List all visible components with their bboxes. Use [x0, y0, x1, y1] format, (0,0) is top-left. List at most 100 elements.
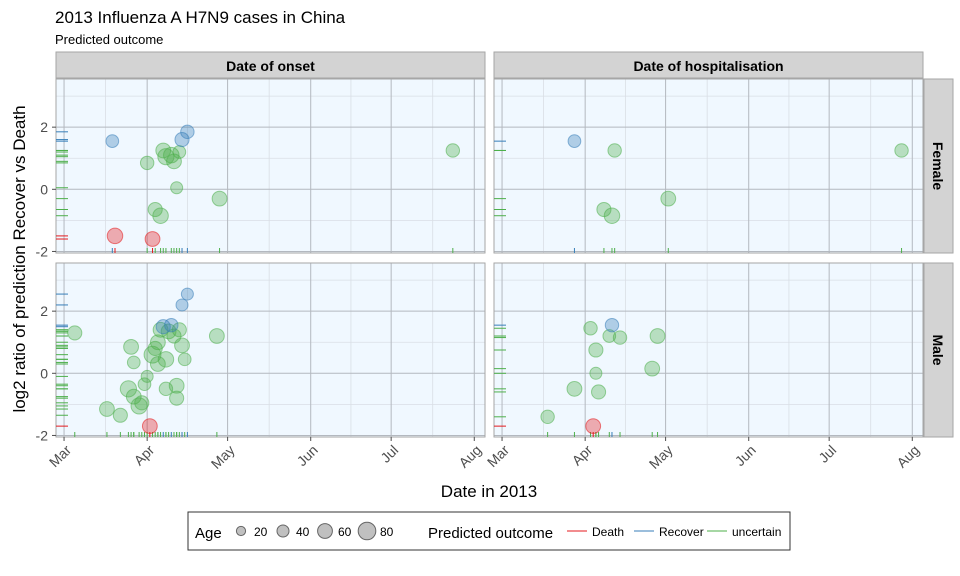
x-tick-label: Jun — [732, 442, 759, 469]
data-point — [540, 409, 555, 425]
data-point — [180, 287, 194, 301]
data-point — [134, 395, 150, 411]
data-point — [99, 401, 115, 417]
facet-strip-col — [55, 51, 486, 79]
y-tick-label: 2 — [40, 303, 48, 319]
data-point — [174, 337, 190, 354]
legend-age-label: 40 — [296, 525, 310, 539]
x-tick-label: Apr — [569, 442, 596, 469]
data-point — [208, 328, 225, 344]
data-point — [125, 388, 142, 405]
x-tick-label: Jun — [294, 442, 321, 469]
data-point — [164, 317, 179, 333]
data-point — [149, 356, 166, 372]
data-point — [169, 390, 185, 406]
legend-age-swatch — [357, 521, 377, 541]
x-tick-label: Mar — [484, 442, 513, 471]
data-point — [168, 377, 185, 394]
x-tick-label: May — [646, 442, 676, 472]
data-point — [180, 124, 195, 140]
data-point — [67, 325, 83, 341]
data-point — [172, 145, 187, 159]
data-point — [607, 143, 622, 158]
data-point — [177, 352, 192, 367]
data-point — [591, 384, 607, 400]
data-point — [106, 227, 124, 245]
data-point — [170, 181, 184, 195]
panel-border — [55, 78, 486, 254]
x-tick-label: Jul — [377, 442, 401, 466]
data-point — [144, 231, 161, 247]
y-tick-label: -2 — [36, 243, 49, 259]
data-point — [123, 338, 139, 355]
legend-age-label: 20 — [254, 525, 268, 539]
facet-strip-col-label: Date of hospitalisation — [633, 58, 783, 74]
chart-title: 2013 Influenza A H7N9 cases in China — [55, 8, 346, 27]
legend: Age 20 40 60 80 Predicted outcome Death Recover… — [187, 511, 791, 551]
data-point — [602, 329, 617, 343]
facet-strip-row — [923, 78, 954, 254]
data-point — [567, 134, 582, 148]
panel-background — [56, 263, 485, 437]
data-point — [604, 317, 620, 333]
data-point — [660, 190, 677, 207]
data-point — [649, 328, 666, 344]
y-axis-title: log2 ratio of prediction Recover vs Deat… — [10, 105, 29, 412]
data-point — [157, 148, 175, 166]
data-point — [105, 134, 120, 148]
legend-age-swatch — [276, 524, 290, 538]
data-point — [175, 298, 189, 312]
y-tick-label: 0 — [40, 181, 48, 197]
legend-age-title: Age — [195, 525, 222, 542]
legend-age-swatch — [235, 525, 247, 537]
data-point — [119, 380, 137, 398]
facet-strip-row — [923, 262, 954, 438]
chart-subtitle: Predicted outcome — [55, 32, 163, 47]
legend-age-label: 60 — [338, 525, 352, 539]
panel-background — [494, 263, 923, 437]
data-point — [157, 351, 175, 368]
panel-background — [56, 79, 485, 253]
legend-outcome-title: Predicted outcome — [428, 525, 553, 542]
data-point — [166, 153, 182, 170]
x-tick-label: Jul — [815, 442, 839, 466]
x-tick-label: May — [208, 442, 238, 472]
x-tick-label: Apr — [131, 442, 158, 469]
data-point — [211, 190, 228, 207]
data-point — [140, 369, 154, 383]
data-point — [583, 321, 598, 336]
legend-age-label: 80 — [380, 525, 394, 539]
data-point — [588, 342, 604, 358]
data-point — [126, 355, 141, 370]
x-tick-label: Aug — [893, 442, 922, 471]
facet-strip-col-label: Date of onset — [226, 58, 315, 74]
data-point — [149, 334, 166, 351]
data-point — [174, 132, 190, 148]
x-axis-title: Date in 2013 — [441, 482, 537, 501]
data-point — [141, 418, 158, 435]
facet-panels: Date of onset Date of hospitalisation Fema… — [36, 51, 954, 472]
data-point — [894, 143, 909, 158]
data-point — [171, 322, 187, 338]
data-point — [585, 418, 602, 435]
panel-border — [493, 78, 924, 254]
data-point — [589, 366, 603, 380]
data-point — [644, 360, 661, 377]
data-point — [445, 143, 461, 158]
x-tick-label: Aug — [455, 442, 484, 471]
facet-strip-row-label: Female — [930, 142, 946, 190]
legend-age-swatch — [317, 523, 333, 539]
data-point — [603, 207, 621, 224]
data-point — [152, 207, 169, 224]
panel-background — [494, 79, 923, 253]
x-tick-label: Mar — [46, 442, 75, 471]
data-point — [112, 407, 128, 423]
y-tick-label: 2 — [40, 119, 48, 135]
data-point — [139, 155, 155, 171]
y-tick-label: -2 — [36, 427, 49, 443]
y-tick-label: 0 — [40, 365, 48, 381]
data-point — [137, 377, 152, 392]
facet-strip-col — [493, 51, 924, 79]
legend-outcome-label: Recover — [659, 525, 704, 539]
